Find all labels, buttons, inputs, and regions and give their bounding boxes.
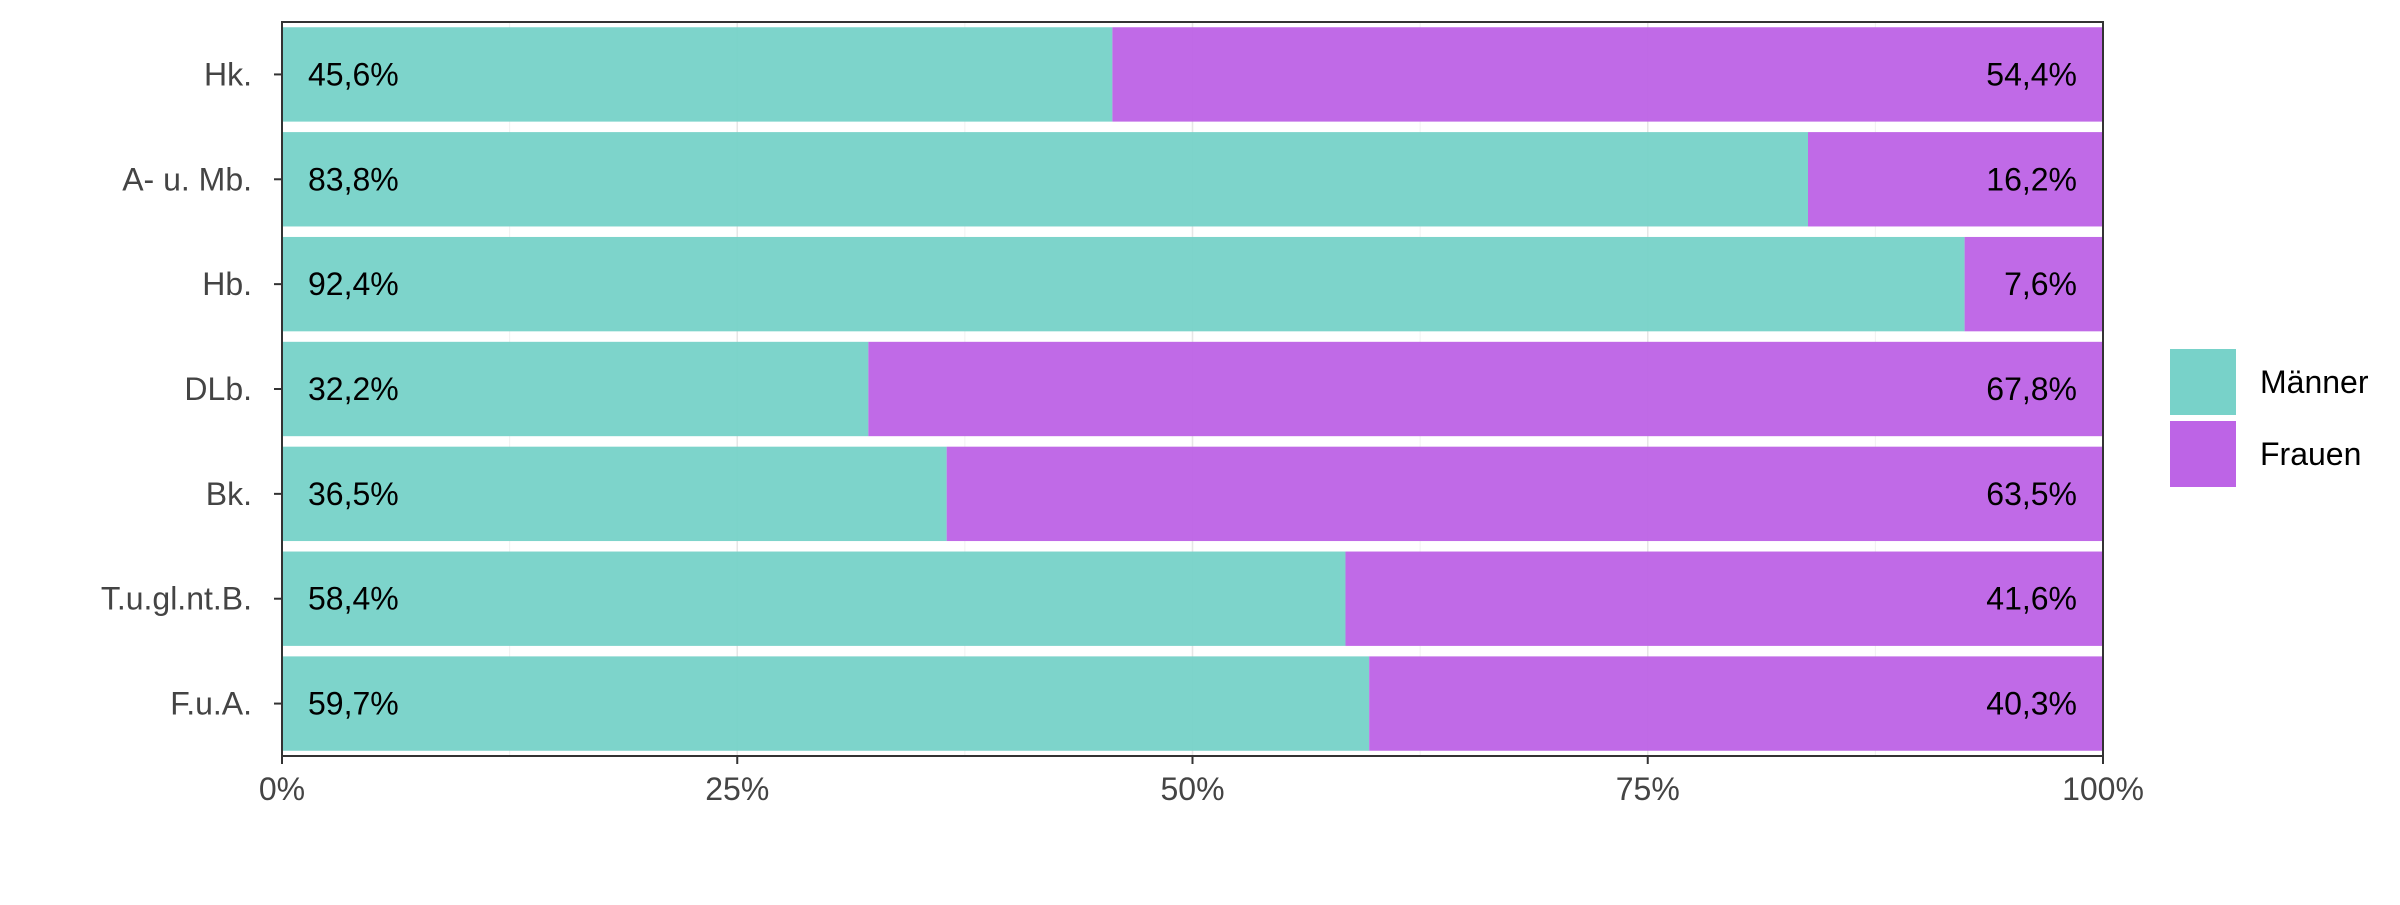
- data-label: 16,2%: [1986, 161, 2077, 197]
- category-label: F.u.A.: [170, 686, 252, 722]
- bar-maenner: [282, 341, 869, 437]
- data-label: 83,8%: [308, 161, 399, 197]
- bar-frauen: [1112, 27, 2103, 122]
- bar-maenner: [282, 27, 1113, 122]
- x-tick-label: 0%: [259, 771, 305, 807]
- bars: [282, 27, 2103, 751]
- legend-key-maenner: [2170, 349, 2236, 415]
- data-label: 40,3%: [1986, 686, 2077, 722]
- legend-label: Frauen: [2260, 436, 2361, 472]
- data-label: 67,8%: [1986, 371, 2077, 407]
- x-tick-label: 100%: [2062, 771, 2144, 807]
- legend: Männer Frauen: [2170, 349, 2369, 487]
- x-tick-label: 75%: [1616, 771, 1680, 807]
- legend-label: Männer: [2260, 364, 2369, 400]
- data-label: 7,6%: [2004, 266, 2077, 302]
- category-label: T.u.gl.nt.B.: [101, 581, 252, 617]
- bar-maenner: [282, 446, 947, 542]
- x-tick-label: 25%: [705, 771, 769, 807]
- bar-maenner: [282, 132, 1808, 227]
- x-tick-label: 50%: [1160, 771, 1224, 807]
- category-label: Bk.: [206, 476, 252, 512]
- data-labels: 45,6% 54,4% 83,8% 16,2% 92,4% 7,6% 32,2% 67,8% 3…: [308, 56, 2077, 721]
- bar-frauen: [946, 446, 2103, 542]
- data-label: 59,7%: [308, 686, 399, 722]
- bar-frauen: [868, 341, 2103, 437]
- data-label: 92,4%: [308, 266, 399, 302]
- legend-key-frauen: [2170, 421, 2236, 487]
- data-label: 45,6%: [308, 56, 399, 92]
- data-label: 36,5%: [308, 476, 399, 512]
- bar-maenner: [282, 656, 1370, 751]
- data-label: 63,5%: [1986, 476, 2077, 512]
- bar-maenner: [282, 551, 1346, 646]
- bar-frauen: [1369, 656, 2103, 751]
- data-label: 54,4%: [1986, 56, 2077, 92]
- axes: Hk. A- u. Mb. Hb. DLb. Bk. T.u.gl.nt.B. F.u.A.…: [101, 21, 2144, 807]
- category-label: Hk.: [204, 56, 252, 92]
- data-label: 32,2%: [308, 371, 399, 407]
- category-label: A- u. Mb.: [122, 161, 252, 197]
- bar-frauen: [1345, 551, 2103, 646]
- bar-maenner: [282, 236, 1965, 332]
- category-label: Hb.: [202, 266, 252, 302]
- bar-frauen: [1807, 132, 2103, 227]
- bar-frauen: [1964, 236, 2103, 332]
- data-label: 41,6%: [1986, 581, 2077, 617]
- data-label: 58,4%: [308, 581, 399, 617]
- category-label: DLb.: [184, 371, 252, 407]
